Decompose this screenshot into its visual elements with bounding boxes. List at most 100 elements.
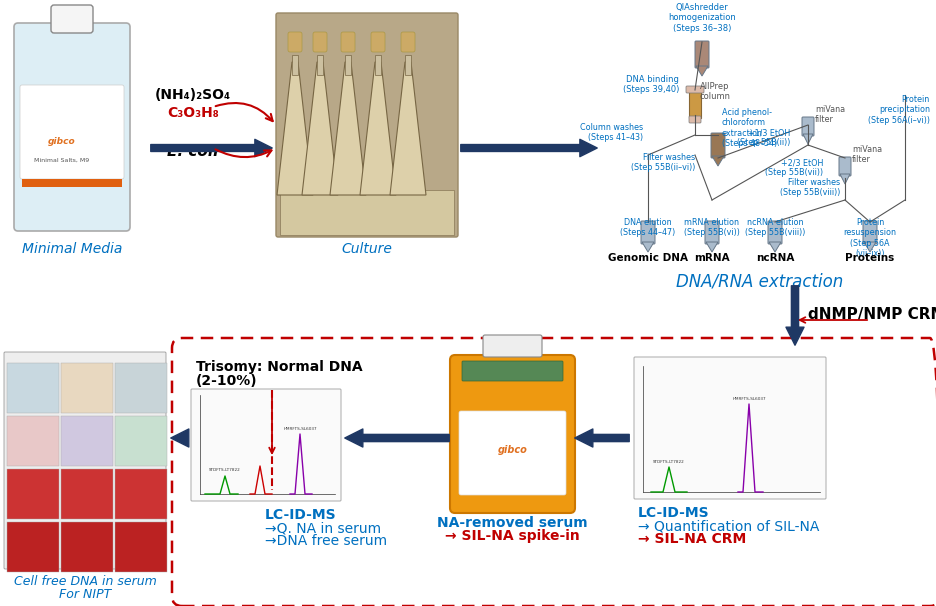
Text: →Q. NA in serum: →Q. NA in serum [265, 521, 381, 535]
Polygon shape [277, 62, 313, 195]
Text: LC-ID-MS: LC-ID-MS [637, 506, 709, 520]
FancyBboxPatch shape [688, 90, 700, 118]
FancyBboxPatch shape [640, 221, 654, 244]
FancyBboxPatch shape [685, 86, 703, 93]
Text: DNA/RNA extraction: DNA/RNA extraction [676, 272, 842, 290]
Bar [61, 363, 113, 413]
FancyBboxPatch shape [276, 13, 458, 237]
Bar [115, 469, 167, 519]
Text: dNMP/NMP CRM: dNMP/NMP CRM [807, 307, 936, 322]
Text: E. coli: E. coli [168, 144, 218, 159]
Bar [61, 416, 113, 466]
Bar [7, 416, 59, 466]
Text: gibco: gibco [48, 138, 76, 147]
FancyBboxPatch shape [4, 352, 166, 569]
FancyBboxPatch shape [801, 117, 813, 136]
Text: Minimal Media: Minimal Media [22, 242, 122, 256]
Bar [292, 55, 298, 75]
Text: HMRFTS-SL6037: HMRFTS-SL6037 [731, 397, 765, 401]
Bar [404, 55, 411, 75]
Bar [115, 522, 167, 572]
Text: DNA binding
(Steps 39,40): DNA binding (Steps 39,40) [622, 75, 679, 95]
FancyBboxPatch shape [634, 357, 826, 499]
Bar [115, 363, 167, 413]
Text: → Quantification of SIL-NA: → Quantification of SIL-NA [637, 519, 818, 533]
Text: Trisomy: Normal DNA: Trisomy: Normal DNA [196, 360, 362, 374]
FancyBboxPatch shape [862, 221, 876, 244]
Text: Acid phenol-
chloroform
extraction
(Steps 48–54): Acid phenol- chloroform extraction (Step… [722, 108, 777, 148]
Text: For NIPT: For NIPT [59, 588, 111, 601]
FancyBboxPatch shape [14, 23, 130, 231]
Text: (NH₄)₂SO₄: (NH₄)₂SO₄ [154, 88, 231, 102]
FancyBboxPatch shape [20, 85, 124, 179]
Polygon shape [802, 134, 812, 144]
Text: gibco: gibco [497, 445, 527, 455]
Polygon shape [695, 66, 708, 76]
FancyBboxPatch shape [313, 32, 327, 52]
Polygon shape [329, 62, 366, 195]
Text: LC-ID-MS: LC-ID-MS [265, 508, 336, 522]
Bar [7, 522, 59, 572]
Text: → SIL-NA CRM: → SIL-NA CRM [637, 532, 745, 546]
Text: STDFTS-LT7822: STDFTS-LT7822 [209, 468, 241, 472]
FancyBboxPatch shape [768, 221, 782, 244]
Polygon shape [711, 156, 724, 166]
Text: Culture: Culture [342, 242, 392, 256]
Polygon shape [359, 62, 396, 195]
FancyBboxPatch shape [401, 32, 415, 52]
Text: mRNA elution
(Step 55B(vi)): mRNA elution (Step 55B(vi)) [683, 218, 739, 238]
Text: Proteins: Proteins [844, 253, 894, 263]
Text: Genomic DNA: Genomic DNA [607, 253, 687, 263]
Bar [7, 469, 59, 519]
FancyBboxPatch shape [191, 389, 341, 501]
Text: DNA elution
(Steps 44–47): DNA elution (Steps 44–47) [620, 218, 675, 238]
Bar [7, 363, 59, 413]
FancyBboxPatch shape [449, 355, 575, 513]
Polygon shape [389, 62, 426, 195]
Text: →DNA free serum: →DNA free serum [265, 534, 387, 548]
Bar [61, 522, 113, 572]
FancyBboxPatch shape [51, 5, 93, 33]
FancyBboxPatch shape [710, 133, 724, 158]
Polygon shape [768, 242, 781, 252]
Text: → SIL-NA spike-in: → SIL-NA spike-in [445, 529, 579, 543]
Bar [61, 469, 113, 519]
FancyBboxPatch shape [704, 221, 718, 244]
Text: NA-removed serum: NA-removed serum [437, 516, 587, 530]
Polygon shape [641, 242, 653, 252]
Text: (2-10%): (2-10%) [196, 374, 257, 388]
FancyBboxPatch shape [459, 411, 565, 495]
Text: +1/3 EtOH
(Step 55B(ii)): +1/3 EtOH (Step 55B(ii)) [736, 128, 789, 147]
Bar [22, 179, 122, 187]
Text: Column washes
(Steps 41–43): Column washes (Steps 41–43) [579, 123, 642, 142]
Text: ncRNA elution
(Step 55B(viii)): ncRNA elution (Step 55B(viii)) [744, 218, 804, 238]
FancyBboxPatch shape [695, 41, 709, 68]
Polygon shape [301, 62, 338, 195]
FancyBboxPatch shape [371, 32, 385, 52]
Bar [115, 416, 167, 466]
Text: +2/3 EtOH
(Step 55B(vii)): +2/3 EtOH (Step 55B(vii)) [764, 158, 822, 178]
FancyBboxPatch shape [461, 361, 563, 381]
Text: Filter washes
(Step 55B(viii)): Filter washes (Step 55B(viii)) [779, 178, 839, 198]
Text: Protein
precipitation
(Step 56A(i–vi)): Protein precipitation (Step 56A(i–vi)) [867, 95, 929, 125]
Text: mRNA: mRNA [694, 253, 729, 263]
Text: Protein
resuspension
(Step 56A
(vii–ix)): Protein resuspension (Step 56A (vii–ix)) [842, 218, 896, 258]
Text: miVana
filter: miVana filter [851, 145, 881, 164]
FancyBboxPatch shape [287, 32, 301, 52]
FancyBboxPatch shape [838, 157, 850, 176]
Text: STDFTS-LT7822: STDFTS-LT7822 [652, 460, 684, 464]
Polygon shape [839, 174, 849, 184]
FancyBboxPatch shape [482, 335, 541, 357]
Bar [316, 55, 323, 75]
Bar [344, 55, 351, 75]
Bar [374, 55, 381, 75]
Bar [280, 190, 454, 235]
Text: Filter washes
(Step 55B(ii–vi)): Filter washes (Step 55B(ii–vi)) [630, 153, 695, 172]
FancyBboxPatch shape [688, 116, 700, 123]
Text: QIAshredder
homogenization
(Steps 36–38): QIAshredder homogenization (Steps 36–38) [667, 3, 735, 33]
Text: C₃O₃H₈: C₃O₃H₈ [167, 106, 219, 120]
Text: Cell free DNA in serum: Cell free DNA in serum [14, 575, 156, 588]
Text: HMRFTS-SL6037: HMRFTS-SL6037 [283, 427, 316, 431]
Text: miVana
filter: miVana filter [814, 105, 844, 124]
Text: ncRNA: ncRNA [755, 253, 794, 263]
